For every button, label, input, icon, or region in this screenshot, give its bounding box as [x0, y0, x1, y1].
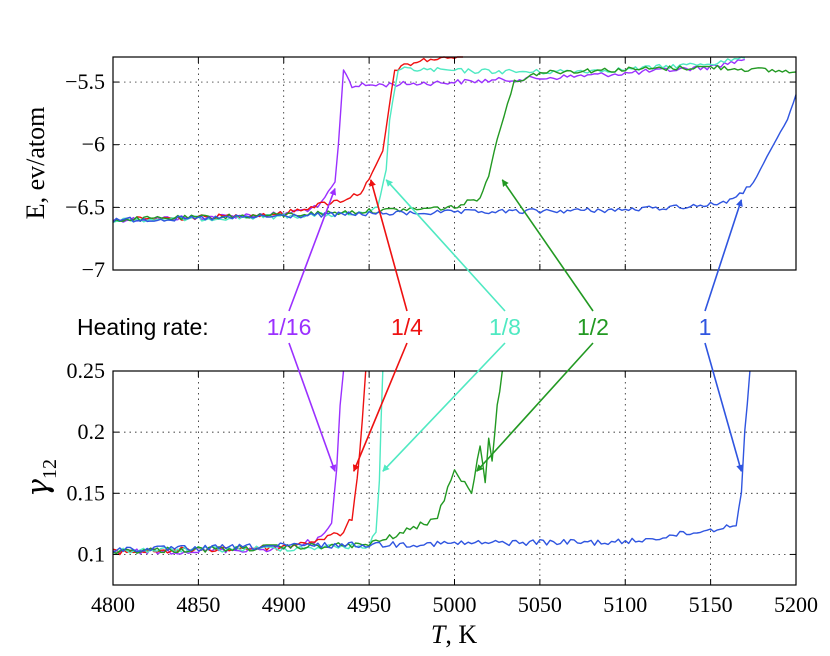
- energy-series-1: [112, 94, 797, 223]
- arrow-1-8-top: [385, 179, 506, 312]
- energy-tick-marks: [112, 57, 797, 271]
- gamma-y-tick-label: 0.1: [78, 541, 106, 566]
- gamma-series-1-2: [112, 370, 503, 555]
- rate-label-1: 1: [699, 314, 712, 340]
- energy-series-1-4: [112, 56, 463, 222]
- rate-label-1-8: 1/8: [489, 314, 521, 340]
- energy-y-tick-labels: −7 −6.5 −6 −5.5: [65, 69, 105, 282]
- arrow-1-top: [704, 199, 743, 312]
- gamma-x-tick-label: 5050: [518, 592, 562, 617]
- gamma-x-axis-label: T, K: [431, 620, 477, 649]
- gamma-x-tick-label: 4800: [91, 592, 135, 617]
- gamma-x-tick-label: 5150: [689, 592, 733, 617]
- arrow-1-16-bottom: [288, 342, 337, 472]
- energy-grid: [113, 57, 796, 270]
- gamma-series-1-8: [112, 370, 384, 554]
- gamma-y-tick-labels: 0.1 0.15 0.2 0.25: [67, 358, 106, 566]
- gamma-x-tick-label: 5000: [433, 592, 477, 617]
- gamma-y-tick-label: 0.2: [78, 419, 106, 444]
- energy-y-tick-label: −7: [82, 257, 105, 282]
- arrow-1-2-bottom: [476, 342, 594, 472]
- gamma-panel: 0.1 0.15 0.2 0.25 4800 4850 4900 4950 5000 5050 5…: [21, 358, 818, 649]
- gamma-tick-marks: [112, 370, 797, 585]
- energy-y-tick-label: −5.5: [65, 69, 105, 94]
- arrow-1-4-top: [369, 179, 408, 312]
- arrow-1-bottom: [704, 342, 744, 472]
- gamma-y-axis-label: γ12: [21, 459, 61, 497]
- gamma-x-tick-label: 5200: [774, 592, 818, 617]
- gamma-series-group: [112, 370, 751, 556]
- energy-y-axis-label: E, ev/atom: [21, 107, 50, 220]
- rate-label-1-16: 1/16: [267, 314, 312, 340]
- energy-series-1-2: [112, 64, 797, 223]
- rate-label-1-2: 1/2: [577, 314, 609, 340]
- gamma-grid: [113, 371, 796, 585]
- gamma-x-tick-label: 5100: [603, 592, 647, 617]
- energy-y-tick-label: −6: [82, 132, 105, 157]
- gamma-x-tick-label: 4950: [347, 592, 391, 617]
- energy-series-group: [112, 56, 797, 223]
- heating-rate-heading: Heating rate:: [77, 314, 209, 340]
- heating-rate-annotations: Heating rate: 1/16 1/4 1/8 1/2 1: [77, 179, 744, 472]
- rate-label-1-4: 1/4: [391, 314, 423, 340]
- gamma-y-tick-label: 0.25: [67, 358, 106, 383]
- gamma-y-tick-label: 0.15: [67, 480, 106, 505]
- arrow-1-2-top: [501, 179, 594, 312]
- energy-series-1-16: [112, 58, 745, 223]
- gamma-x-tick-label: 4900: [262, 592, 306, 617]
- gamma-series-1: [112, 370, 751, 553]
- gamma-x-tick-label: 4850: [176, 592, 220, 617]
- arrow-1-16-top: [288, 187, 337, 312]
- gamma-x-tick-labels: 4800 4850 4900 4950 5000 5050 5100 5150 5200: [91, 592, 818, 617]
- energy-panel: −7 −6.5 −6 −5.5 E, ev/atom: [21, 56, 797, 282]
- arrow-1-4-bottom: [352, 342, 408, 472]
- energy-axes-frame: [112, 56, 797, 271]
- arrow-1-8-bottom: [382, 342, 506, 472]
- energy-y-tick-label: −6.5: [65, 194, 105, 219]
- gamma-series-1-4: [112, 370, 367, 556]
